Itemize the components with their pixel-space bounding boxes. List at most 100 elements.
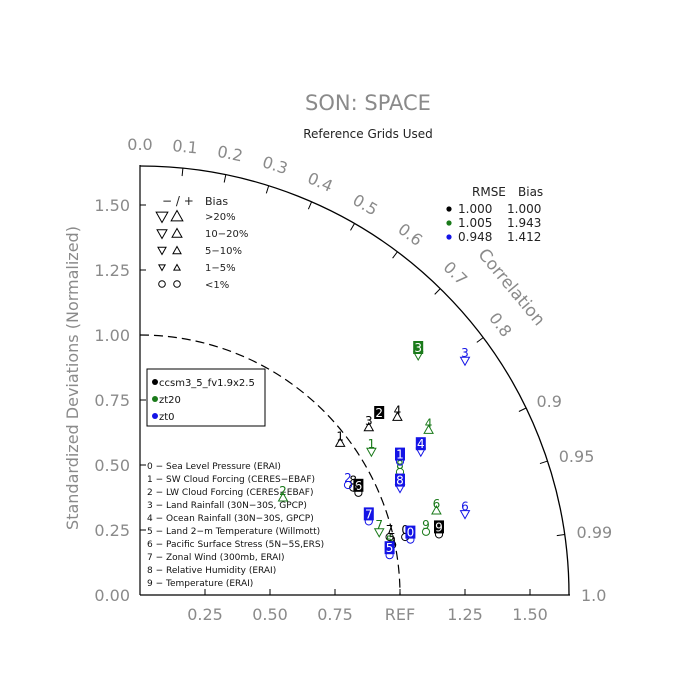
x-tick-label: REF <box>385 605 415 624</box>
reference-std-arc <box>139 334 401 596</box>
point-bias-marker <box>421 527 431 536</box>
tick-layer: 0.25 0.50 0.75 REF 1.25 1.500.000.250.500.751… <box>94 196 547 624</box>
point-label: 1 <box>336 429 344 443</box>
correlation-tick-label: 0.5 <box>349 190 381 219</box>
x-tick-label: 1.50 <box>512 605 548 624</box>
point-bias-marker <box>277 491 289 502</box>
y-tick-label: 0.25 <box>94 521 130 540</box>
bias-legend-circle-marker <box>173 280 181 288</box>
correlation-tick-label: 0.9 <box>537 392 562 411</box>
point-bias-marker <box>423 424 434 434</box>
point-bias-marker <box>363 421 375 432</box>
point-label-box <box>395 447 405 461</box>
x-tick-label: 1.25 <box>447 605 483 624</box>
correlation-tick-label: 0.2 <box>216 142 245 166</box>
variable-list-item: 3 − Land Rainfall (30N−30S, GPCP) <box>147 501 307 511</box>
point-bias-marker <box>459 510 471 520</box>
correlation-tick-mark <box>265 185 270 194</box>
bias-legend-down-marker <box>157 264 167 272</box>
case-legend-dot <box>152 413 158 419</box>
point-label-box <box>353 478 364 492</box>
x-tick-label: 0.50 <box>252 605 288 624</box>
correlation-tick-label: 1.0 <box>581 586 606 605</box>
bias-legend-row-label: 10−20% <box>205 229 248 240</box>
case-legend-label: zt0 <box>159 412 175 423</box>
correlation-tick-mark <box>392 251 398 259</box>
point-label: 6 <box>433 497 441 511</box>
correlation-tick-label: 0.95 <box>559 447 595 466</box>
chart-subtitle: Reference Grids Used <box>303 127 433 141</box>
point-label: 3 <box>414 341 422 355</box>
bias-value: 1.943 <box>507 216 541 230</box>
variable-list-item: 1 − SW Cloud Forcing (CERES−EBAF) <box>147 475 315 485</box>
variable-list-item: 5 − Land 2−m Temperature (Willmott) <box>147 527 320 537</box>
point-bias-marker <box>366 447 377 458</box>
point-label-box <box>374 406 385 419</box>
point-label: 7 <box>365 507 373 521</box>
y-tick-label: 1.00 <box>94 326 130 345</box>
outer-arc <box>139 165 570 596</box>
point-label: 2 <box>375 406 383 420</box>
point-label: 7 <box>386 523 394 537</box>
point-label-box <box>415 437 426 451</box>
bias-legend-circle-marker <box>158 280 166 288</box>
point-label: 0 <box>401 523 409 537</box>
rmse-row-dot <box>446 234 452 240</box>
point-label: 4 <box>425 416 433 430</box>
correlation-tick-label: 0.3 <box>260 152 290 178</box>
correlation-tick-mark <box>307 201 313 210</box>
point-bias-marker <box>349 483 358 492</box>
point-label: 6 <box>461 500 469 514</box>
correlation-tick-label: 0.4 <box>305 168 336 196</box>
point-label-box <box>413 341 424 354</box>
y-tick-label: 1.50 <box>94 196 130 215</box>
bias-legend-up-marker <box>171 227 183 238</box>
rmse-header: RMSE <box>472 185 506 199</box>
case-legend: ccsm3_5_fv1.9x2.5 zt20 zt0 <box>146 368 266 427</box>
variable-list-item: 7 − Zonal Wind (300mb, ERAI) <box>147 553 285 563</box>
x-tick-label: 0.25 <box>187 605 223 624</box>
point-bias-marker <box>459 356 471 367</box>
case-legend-label: ccsm3_5_fv1.9x2.5 <box>159 378 255 389</box>
point-bias-marker <box>385 532 394 542</box>
point-label: 3 <box>365 414 373 428</box>
point-label-box <box>434 520 444 534</box>
correlation-tick-mark <box>556 533 565 537</box>
variable-list-item: 8 − Relative Humidity (ERAI) <box>147 566 276 576</box>
point-label-box <box>395 473 405 487</box>
x-tick-label: 0.75 <box>317 605 353 624</box>
point-label: 7 <box>375 518 383 532</box>
rmse-row-dot <box>446 220 452 226</box>
point-bias-marker <box>373 528 385 538</box>
point-label: 9 <box>435 520 443 534</box>
chart-title: SON: SPACE <box>305 91 431 115</box>
point-label: 5 <box>386 541 394 555</box>
y-tick-label: 0.00 <box>94 586 130 605</box>
point-label: 6 <box>355 479 363 493</box>
correlation-tick-mark <box>434 288 441 295</box>
variable-list: 0 − Sea Level Pressure (ERAI) 1 − SW Clou… <box>147 462 324 589</box>
grid-layer <box>139 165 570 596</box>
axes-group <box>139 165 570 596</box>
correlation-tick-mark <box>350 223 355 231</box>
correlation-label: Correlation <box>474 245 549 330</box>
variable-list-item: 4 − Ocean Rainfall (30N−30S, GPCP) <box>147 514 314 524</box>
correlation-tick-mark <box>518 407 527 412</box>
variable-list-item: 2 − LW Cloud Forcing (CERES−EBAF) <box>147 488 313 498</box>
bias-legend-row-label: 5−10% <box>205 246 242 257</box>
point-label: 2 <box>279 484 287 498</box>
case-legend-dot <box>152 396 158 402</box>
point-label-box <box>405 525 416 539</box>
bias-legend-down-marker <box>155 211 169 224</box>
bias-value: 1.412 <box>507 230 541 244</box>
point-label-box <box>363 507 374 521</box>
point-bias-marker <box>431 504 442 515</box>
point-label: 1 <box>396 448 404 462</box>
point-label: 5 <box>388 531 396 545</box>
correlation-tick-label: 0.0 <box>127 135 152 154</box>
correlation-tick-label: 0.99 <box>577 523 613 542</box>
point-label: 5 <box>386 533 394 547</box>
correlation-tick-label: 0.7 <box>440 258 471 289</box>
